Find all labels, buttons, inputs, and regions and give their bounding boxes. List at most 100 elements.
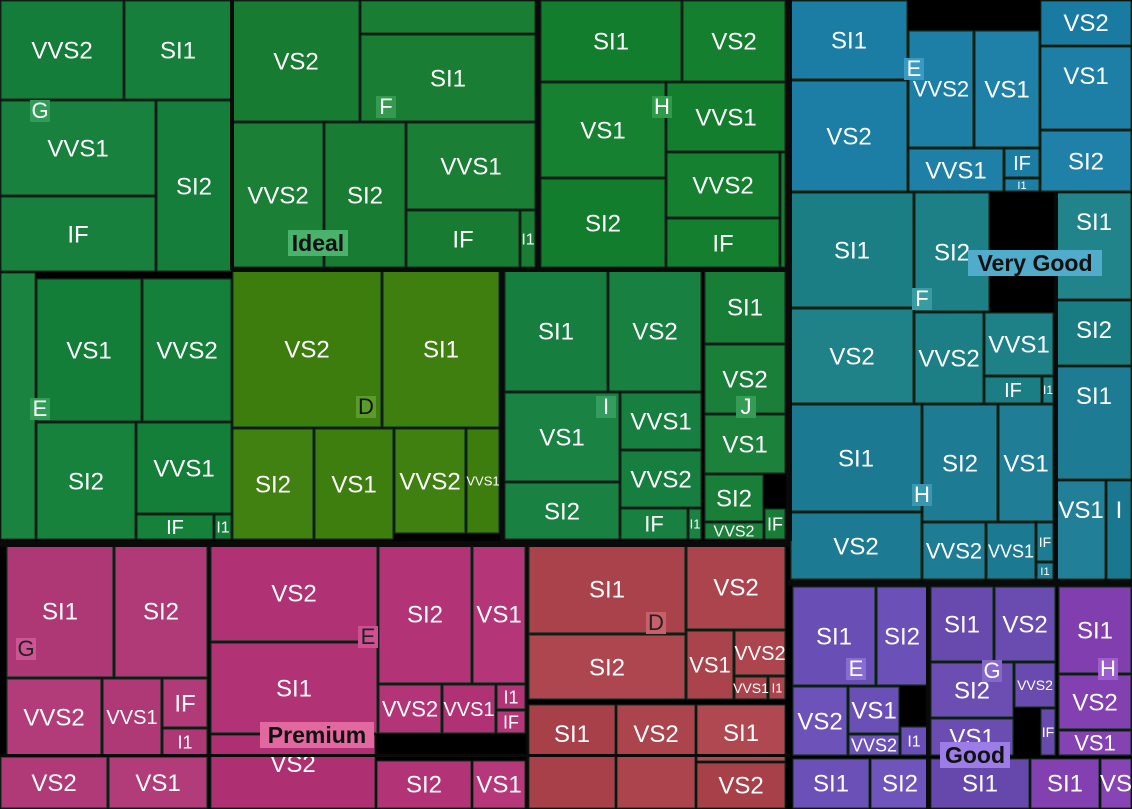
treemap-tile [734, 630, 786, 676]
treemap-tile [608, 270, 702, 392]
tile-label: VS [1100, 771, 1132, 798]
treemap-tile [790, 404, 922, 512]
treemap-tile [162, 678, 208, 728]
treemap-tile [666, 82, 786, 152]
tile-label: VS1 [1003, 450, 1048, 477]
treemap-tile [162, 728, 208, 756]
tile-label: IF [1013, 153, 1031, 175]
treemap-tile [922, 522, 986, 580]
color-label: E [33, 396, 48, 421]
tile-label: SI2 [942, 450, 978, 477]
tile-label: SI2 [143, 598, 179, 625]
color-label: E [907, 56, 922, 81]
tile-label: SI2 [884, 623, 920, 650]
color-badge [652, 96, 672, 118]
treemap-tile [314, 428, 394, 540]
treemap-tile [734, 676, 768, 700]
tile-label: IF [503, 712, 519, 732]
tile-label: SI1 [423, 336, 459, 363]
treemap-tile [0, 196, 156, 272]
tile-label: VS1 [539, 424, 584, 451]
treemap-tile [496, 684, 526, 710]
treemap-tile [620, 392, 702, 450]
treemap-tile [1058, 730, 1132, 756]
treemap-tile [974, 30, 1040, 148]
color-label: G [17, 636, 34, 661]
color-badge [646, 612, 666, 634]
tile-label: SI2 [347, 182, 383, 209]
tile-label: VVS1 [443, 699, 494, 721]
treemap-tile [1058, 674, 1132, 730]
tile-label: SI2 [255, 471, 291, 498]
color-label: E [849, 656, 864, 681]
tile-label: SI1 [538, 318, 574, 345]
tile-label: VVS2 [714, 524, 755, 541]
treemap-tile [136, 422, 232, 514]
tile-label: SI1 [944, 611, 980, 638]
tile-label: I [1116, 497, 1123, 524]
treemap-tile [1040, 708, 1056, 756]
treemap-tile [210, 642, 378, 734]
group-divider [230, 0, 234, 270]
treemap-tile [704, 522, 764, 540]
color-label: I [603, 394, 609, 419]
treemap-tile [1040, 130, 1132, 192]
treemap-tile-partial [0, 272, 36, 540]
treemap-tile [442, 684, 496, 734]
tile-label: SI2 [176, 173, 212, 200]
group-divider [1054, 192, 1058, 580]
tile-label: VVS1 [925, 157, 986, 184]
treemap-tile [1058, 586, 1132, 674]
tile-label: I1 [1043, 383, 1053, 397]
group-label: Premium [268, 722, 366, 748]
treemap-tile-partial [472, 760, 526, 809]
tile-label: VVS2 [156, 337, 217, 364]
tile-label: VS2 [1063, 10, 1108, 37]
color-badge [912, 288, 932, 310]
tile-label: VVS2 [247, 182, 308, 209]
group-label: Very Good [977, 250, 1092, 276]
tile-label: VVS2 [918, 345, 979, 372]
tile-label: SI2 [1076, 317, 1112, 344]
treemap-tile [210, 544, 378, 642]
treemap-tile [620, 450, 702, 508]
tile-label: SI2 [589, 654, 625, 681]
treemap-tile [504, 270, 608, 392]
treemap-tile [36, 422, 136, 540]
color-label: D [648, 610, 664, 635]
tile-label: SI1 [1077, 617, 1113, 644]
tile-label: IF [1039, 534, 1051, 550]
color-badge [16, 638, 36, 660]
color-badge [904, 58, 924, 80]
treemap-tile-partial [1056, 192, 1132, 300]
tile-label: VS2 [722, 366, 767, 393]
treemap-tile [214, 514, 232, 540]
treemap-tile [6, 678, 102, 756]
tile-label: VVS1 [153, 455, 214, 482]
tile-label: VS1 [1074, 731, 1116, 756]
color-label: H [654, 94, 670, 119]
treemap-tile [1004, 178, 1040, 192]
tile-label: I1 [503, 687, 518, 707]
color-label: E [361, 624, 376, 649]
tile-label: SI1 [42, 598, 78, 625]
color-label: H [914, 482, 930, 507]
group-badge [968, 250, 1102, 276]
treemap-tile-partial [1106, 480, 1132, 580]
treemap-tile [232, 428, 314, 540]
tile-label: SI2 [1068, 148, 1104, 175]
tile-label: SI1 [554, 721, 590, 748]
tile-label: VVS2 [734, 643, 785, 665]
treemap-tile [472, 544, 526, 684]
tile-label: VS1 [689, 653, 731, 678]
treemap-tile [908, 148, 1004, 192]
color-badge [912, 484, 932, 506]
tile-label: VS2 [797, 708, 842, 735]
tile-label: VS2 [826, 123, 871, 150]
tile-label: VVS2 [31, 37, 92, 64]
treemap-tile [142, 278, 232, 422]
treemap-tile-partial [360, 0, 536, 34]
tile-label: I1 [1017, 180, 1026, 192]
tile-label: VVS2 [913, 77, 969, 102]
